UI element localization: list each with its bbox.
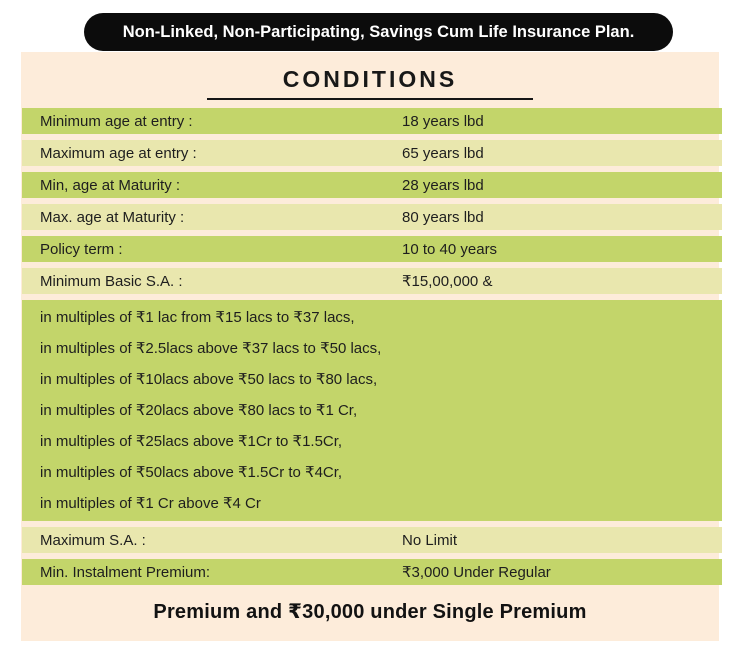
multiples-line: in multiples of ₹25lacs above ₹1Cr to ₹1… xyxy=(40,433,343,450)
multiples-line: in multiples of ₹50lacs above ₹1.5Cr to … xyxy=(40,464,343,481)
multiples-line: in multiples of ₹1 lac from ₹15 lacs to … xyxy=(40,309,355,326)
plan-type-banner-text: Non-Linked, Non-Participating, Savings C… xyxy=(122,22,635,41)
condition-row-min-age-maturity: Min, age at Maturity : 28 years lbd xyxy=(22,172,722,198)
multiples-line: in multiples of ₹10lacs above ₹50 lacs t… xyxy=(40,371,378,388)
condition-value: 80 years lbd xyxy=(402,208,484,226)
plan-type-banner: Non-Linked, Non-Participating, Savings C… xyxy=(84,13,673,51)
condition-value: No Limit xyxy=(402,531,458,549)
condition-value: 65 years lbd xyxy=(402,144,484,162)
condition-row-policy-term: Policy term : 10 to 40 years xyxy=(22,236,722,262)
multiples-line: in multiples of ₹20lacs above ₹80 lacs t… xyxy=(40,402,358,419)
sum-assured-multiples-block: in multiples of ₹1 lac from ₹15 lacs to … xyxy=(22,300,722,521)
condition-row-min-age-entry: Minimum age at entry : 18 years lbd xyxy=(22,108,722,134)
condition-label: Minimum age at entry : xyxy=(40,112,193,130)
conditions-panel: CONDITIONS Minimum age at entry : 18 yea… xyxy=(21,52,722,641)
condition-value: 18 years lbd xyxy=(402,112,484,130)
condition-row-max-sa: Maximum S.A. : No Limit xyxy=(22,527,722,553)
conditions-title: CONDITIONS xyxy=(282,66,458,93)
condition-row-max-age-entry: Maximum age at entry : 65 years lbd xyxy=(22,140,722,166)
multiples-line: in multiples of ₹2.5lacs above ₹37 lacs … xyxy=(40,340,382,357)
condition-value: ₹15,00,000 & xyxy=(402,273,493,290)
condition-label: Min. Instalment Premium: xyxy=(40,563,211,581)
condition-value: 28 years lbd xyxy=(402,176,484,194)
conditions-title-block: CONDITIONS xyxy=(21,52,719,108)
condition-value: ₹3,000 Under Regular xyxy=(402,564,551,581)
title-underline xyxy=(207,98,533,100)
condition-value: 10 to 40 years xyxy=(402,240,498,258)
condition-label: Minimum Basic S.A. : xyxy=(40,272,183,290)
condition-label: Max. age at Maturity : xyxy=(40,208,185,226)
condition-label: Maximum age at entry : xyxy=(40,144,197,162)
condition-row-max-age-maturity: Max. age at Maturity : 80 years lbd xyxy=(22,204,722,230)
multiples-line: in multiples of ₹1 Cr above ₹4 Cr xyxy=(40,495,261,512)
condition-label: Policy term : xyxy=(40,240,123,258)
premium-note: Premium and ₹30,000 under Single Premium xyxy=(153,601,587,623)
condition-row-min-instalment-premium: Min. Instalment Premium: ₹3,000 Under Re… xyxy=(22,559,722,585)
condition-label: Min, age at Maturity : xyxy=(40,176,181,194)
condition-label: Maximum S.A. : xyxy=(40,531,146,549)
condition-row-min-basic-sa: Minimum Basic S.A. : ₹15,00,000 & xyxy=(22,268,722,294)
